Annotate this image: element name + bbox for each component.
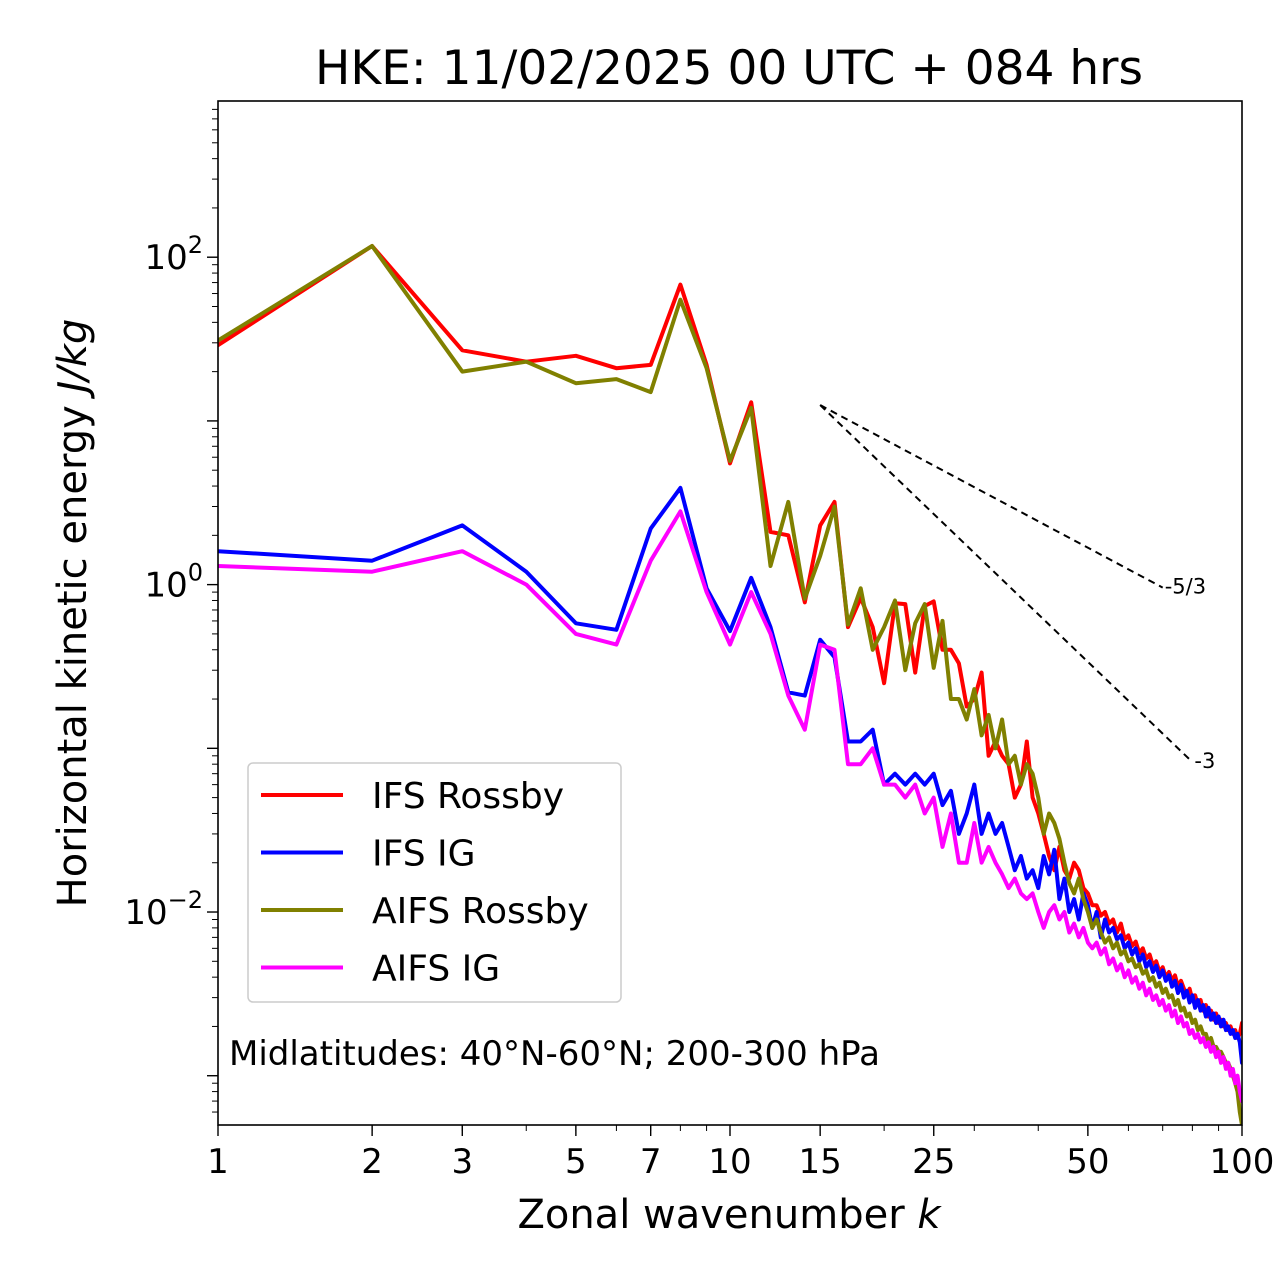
legend-label: IFS Rossby [372, 776, 564, 817]
reference-slope-line [819, 404, 1164, 589]
reference-slopes: -5/3 -3 [819, 404, 1215, 773]
x-tick-label: 50 [1066, 1142, 1109, 1182]
y-tick-labels: 102 100 10−2 [124, 231, 203, 933]
legend-label: AIFS Rossby [372, 891, 589, 932]
y-tick-label: 10−2 [124, 886, 203, 933]
reference-slope-line [819, 404, 1194, 763]
region-annotation: Midlatitudes: 40°N-60°N; 200-300 hPa [229, 1034, 880, 1074]
y-tick-label: 102 [144, 231, 203, 278]
legend-label: AIFS IG [372, 949, 500, 990]
x-tick-label: 15 [799, 1142, 842, 1182]
x-tick-label: 7 [640, 1142, 662, 1182]
chart-title: HKE: 11/02/2025 00 UTC + 084 hrs [315, 41, 1143, 96]
series-line-aifs-rossby [218, 244, 1242, 1125]
legend-label: IFS IG [372, 834, 476, 875]
legend-box [247, 762, 622, 1003]
series-layer [218, 244, 1242, 1125]
x-axis-label: Zonal wavenumber k [517, 1192, 942, 1238]
series-line-aifs-ig [218, 509, 1242, 1104]
x-tick-label: 3 [451, 1142, 473, 1182]
y-axis-label: Horizontal kinetic energy J/kg [50, 319, 96, 908]
x-tick-labels: 1 2 3 5 7 10 15 25 50 100 [207, 1142, 1274, 1182]
x-tick-label: 100 [1210, 1142, 1275, 1182]
reference-slope-label: -5/3 [1165, 575, 1206, 599]
legend: IFS Rossby IFS IG AIFS Rossby AIFS IG [247, 762, 622, 1003]
x-tick-label: 5 [565, 1142, 587, 1182]
major-ticks [207, 256, 1243, 1136]
x-tick-label: 1 [207, 1142, 229, 1182]
y-tick-label: 100 [144, 559, 203, 606]
x-tick-label: 25 [912, 1142, 955, 1182]
reference-slope-label: -3 [1194, 749, 1215, 773]
x-tick-label: 10 [708, 1142, 751, 1182]
plot-frame [217, 100, 1243, 1126]
x-tick-label: 2 [361, 1142, 383, 1182]
